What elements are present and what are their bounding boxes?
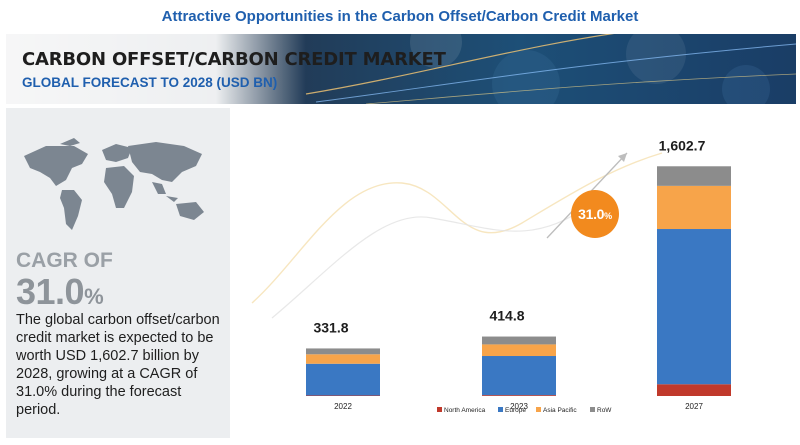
bar-segment-north-america-2022 — [306, 395, 380, 396]
banner-title: CARBON OFFSET/CARBON CREDIT MARKET — [22, 49, 446, 70]
legend-label-europe: Europe — [505, 407, 526, 414]
world-map-icon — [24, 138, 204, 230]
growth-arrow-head — [618, 153, 627, 162]
cagr-number: 31.0 — [16, 271, 85, 312]
bar-segment-europe-2022 — [306, 363, 380, 396]
header-banner: CARBON OFFSET/CARBON CREDIT MARKET GLOBA… — [6, 34, 796, 104]
total-label-2023: 414.8 — [489, 308, 524, 324]
bar-segment-north-america-2027 — [657, 384, 731, 396]
bar-segment-asia-pacific-2027 — [657, 185, 731, 230]
total-label-2022: 331.8 — [313, 319, 348, 335]
legend-label-row: RoW — [597, 407, 612, 414]
cagr-label: CAGR OF — [16, 249, 113, 272]
bar-segment-row-2022 — [306, 348, 380, 355]
banner-subtitle: GLOBAL FORECAST TO 2028 (USD BN) — [22, 75, 278, 90]
bar-segment-europe-2027 — [657, 229, 731, 385]
total-label-2027: 1,602.7 — [659, 137, 706, 153]
cagr-bubble-percent: % — [604, 210, 612, 221]
bar-segment-asia-pacific-2023 — [482, 344, 556, 357]
bar-segment-north-america-2023 — [482, 395, 556, 396]
decorative-curve — [251, 152, 663, 304]
cagr-bubble: 31.0% — [571, 190, 619, 238]
cagr-bubble-number: 31.0 — [578, 206, 605, 222]
bar-segment-asia-pacific-2022 — [306, 354, 380, 364]
decorative-curve — [271, 202, 593, 319]
cagr-value: 31.0% — [16, 271, 104, 313]
x-tick-label-2023: 2023 — [510, 402, 528, 411]
banner-fade — [6, 34, 306, 104]
legend-swatch-north-america — [437, 407, 442, 412]
legend-swatch-europe — [498, 407, 503, 412]
market-description: The global carbon offset/carbon credit m… — [16, 312, 220, 418]
legend-swatch-row — [590, 407, 595, 412]
x-tick-label-2027: 2027 — [685, 402, 703, 411]
summary-panel: CAGR OF 31.0% The global carbon offset/c… — [6, 108, 230, 438]
bar-segment-row-2023 — [482, 336, 556, 345]
legend-label-asia-pacific: Asia Pacific — [543, 407, 577, 414]
stacked-bar-chart: 331.8 2022 414.8 2023 1,602.7 2027 North Amer… — [251, 137, 731, 414]
legend-swatch-asia-pacific — [536, 407, 541, 412]
bar-segment-europe-2023 — [482, 356, 556, 396]
page-title: Attractive Opportunities in the Carbon O… — [161, 8, 639, 25]
bar-segment-row-2027 — [657, 166, 731, 186]
chart-area: 331.8 2022 414.8 2023 1,602.7 2027 North Amer… — [232, 108, 796, 438]
banner-decoration — [305, 34, 796, 104]
x-tick-label-2022: 2022 — [334, 402, 352, 411]
cagr-percent-sign: % — [84, 284, 104, 309]
legend-label-north-america: North America — [444, 407, 486, 414]
